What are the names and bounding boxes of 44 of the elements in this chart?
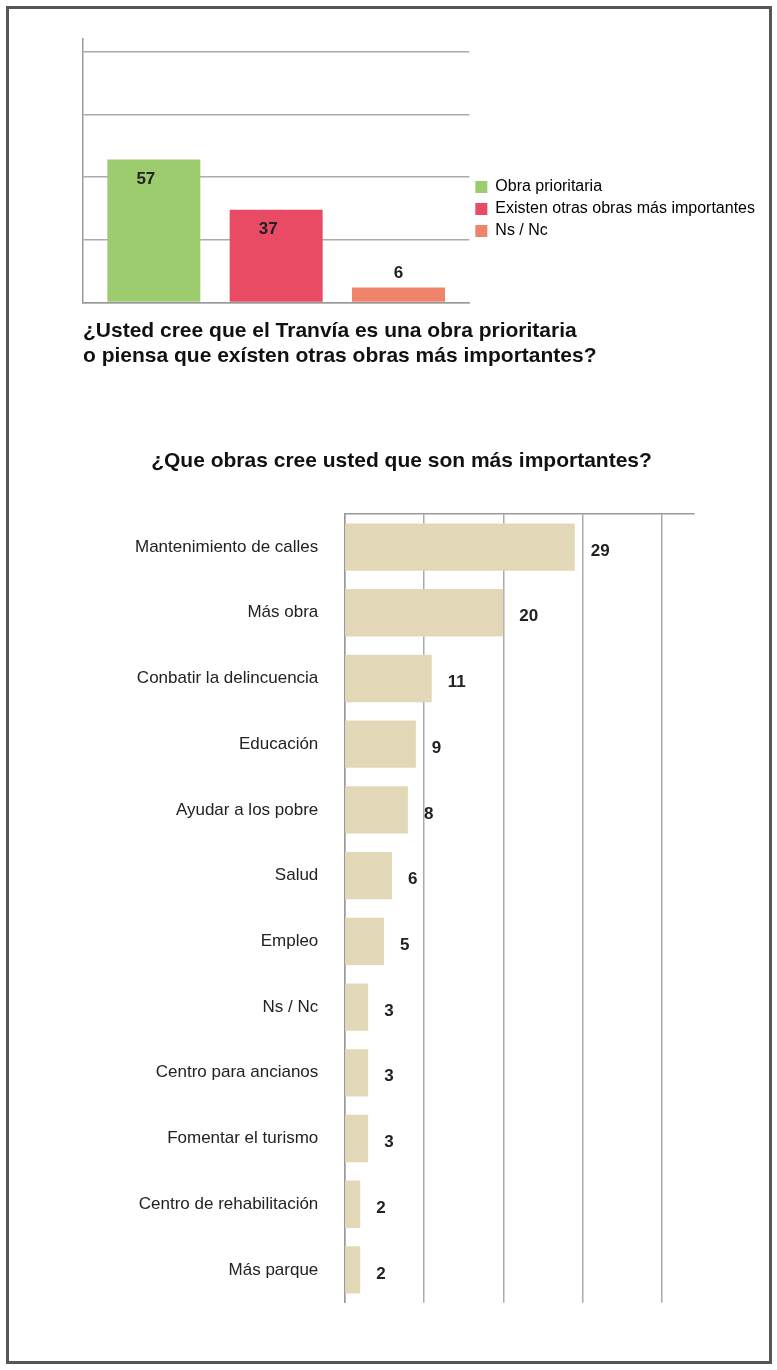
- data-label: 29: [590, 540, 610, 560]
- y-tick-label: Conbatir la delincuencia: [136, 668, 319, 688]
- data-label: 6: [408, 869, 418, 889]
- bar: [345, 851, 393, 900]
- bar: [345, 786, 408, 834]
- text: ¿Usted cree que el Tranvía es una obra prioritaria o piensa que exísten otras obras más importantes?: [83, 318, 597, 367]
- data-label: 3: [384, 1066, 394, 1086]
- y-tick-label: Educación: [238, 733, 319, 753]
- data-label: 2: [376, 1263, 386, 1283]
- data-label: 37: [258, 219, 278, 239]
- data-label: 9: [431, 737, 442, 757]
- y-tick-label: Ayudar a los pobre: [175, 799, 319, 819]
- legend-label: Obra prioritaria: [495, 177, 603, 195]
- bar: [345, 1180, 361, 1228]
- data-label: 20: [519, 606, 539, 626]
- bar: [345, 983, 369, 1031]
- data-label: 5: [400, 935, 410, 955]
- y-tick-label: Empleo: [260, 931, 319, 951]
- y-tick-label: Ns / Nc: [262, 996, 319, 1016]
- data-label: 2: [376, 1197, 386, 1217]
- y-tick-label: Salud: [274, 865, 319, 885]
- bar: [345, 1246, 361, 1294]
- legend-label: Ns / Nc: [495, 221, 548, 239]
- data-label: 8: [423, 803, 434, 823]
- y-tick-label: Fomentar el turismo: [167, 1128, 319, 1148]
- legend-label: Existen otras obras más importantes: [495, 199, 756, 217]
- bar: [345, 654, 432, 703]
- data-label: 57: [136, 169, 156, 189]
- data-label: 11: [447, 672, 466, 692]
- bar: [345, 1049, 369, 1097]
- y-tick-label: Más obra: [247, 602, 319, 622]
- chart-title: ¿Que obras cree usted que son más importantes?: [151, 448, 652, 472]
- data-label: 3: [384, 1000, 394, 1020]
- bar: [345, 917, 385, 966]
- bar: [345, 1114, 369, 1163]
- bar: [345, 523, 575, 571]
- y-tick-label: Centro de rehabilitación: [138, 1193, 319, 1213]
- y-tick-label: Más parque: [228, 1259, 319, 1279]
- y-tick-label: Mantenimiento de calles: [134, 536, 319, 556]
- bar: [345, 589, 504, 637]
- data-label: 3: [384, 1132, 394, 1152]
- y-tick-label: Centro para ancianos: [155, 1062, 319, 1082]
- data-label: 6: [393, 263, 404, 283]
- bar: [345, 720, 416, 768]
